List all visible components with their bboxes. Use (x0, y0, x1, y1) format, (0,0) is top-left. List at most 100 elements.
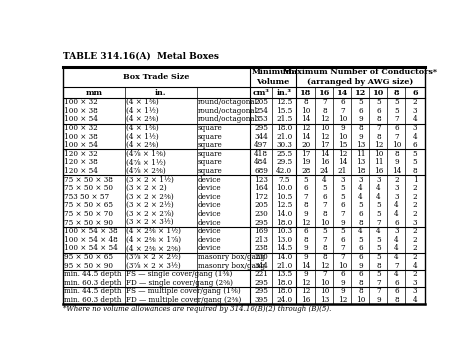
Text: TABLE 314.16(A)  Metal Boxes: TABLE 314.16(A) Metal Boxes (63, 51, 219, 60)
Text: 5: 5 (394, 107, 399, 115)
Text: (4 × 2⅜ × 1½): (4 × 2⅜ × 1½) (126, 227, 181, 235)
Text: 3: 3 (413, 124, 418, 132)
Text: 254: 254 (254, 107, 268, 115)
Text: device: device (198, 227, 222, 235)
Text: 8: 8 (376, 262, 381, 270)
Text: (4 × 1⅜): (4 × 1⅜) (126, 124, 159, 132)
Text: 2: 2 (394, 176, 399, 183)
Text: 10: 10 (338, 132, 347, 140)
Text: 13: 13 (356, 158, 365, 166)
Text: min. 44.5 depth: min. 44.5 depth (64, 288, 121, 295)
Text: 9: 9 (340, 219, 345, 227)
Text: Minimum
Volume: Minimum Volume (251, 68, 295, 85)
Text: 120 × 32: 120 × 32 (64, 150, 98, 158)
Text: 2: 2 (413, 236, 418, 244)
Text: 12: 12 (320, 115, 329, 123)
Text: device: device (198, 219, 222, 227)
Text: 18: 18 (300, 89, 311, 97)
Text: 12: 12 (301, 219, 310, 227)
Text: 8: 8 (322, 244, 327, 252)
Text: 75 × 50 × 65: 75 × 50 × 65 (64, 201, 113, 209)
Text: 6: 6 (358, 210, 363, 218)
Text: 221: 221 (254, 270, 268, 278)
Text: 75 × 50 × 70: 75 × 50 × 70 (64, 210, 113, 218)
Text: 3: 3 (358, 176, 363, 183)
Text: 100 × 54 × 54: 100 × 54 × 54 (64, 244, 118, 252)
Text: (3 × 2 × 2⅜): (3 × 2 × 2⅜) (126, 193, 174, 201)
Text: (3 × 2 × 2⅞): (3 × 2 × 2⅞) (126, 210, 174, 218)
Text: (4 × 2⅜): (4 × 2⅜) (126, 141, 159, 149)
Text: 123: 123 (254, 176, 268, 183)
Text: 16: 16 (320, 158, 329, 166)
Text: (4 × 1½): (4 × 1½) (126, 132, 159, 140)
Text: masonry box/gang: masonry box/gang (198, 262, 265, 270)
Text: (3 × 2 × 2): (3 × 2 × 2) (126, 184, 167, 192)
Text: 5: 5 (358, 201, 363, 209)
Text: 100 × 54: 100 × 54 (64, 115, 98, 123)
Text: Maximum Number of Conductors*
(arranged by AWG size): Maximum Number of Conductors* (arranged … (283, 68, 438, 85)
Text: 7: 7 (376, 219, 381, 227)
Text: 6: 6 (358, 244, 363, 252)
Text: 4: 4 (394, 210, 399, 218)
Text: 3: 3 (376, 176, 381, 183)
Text: 14: 14 (320, 150, 329, 158)
Text: 5: 5 (340, 193, 345, 201)
Text: 8: 8 (394, 89, 399, 97)
Text: 2: 2 (413, 253, 418, 261)
Text: 8: 8 (303, 201, 308, 209)
Text: 9: 9 (340, 288, 345, 295)
Text: 230: 230 (254, 210, 268, 218)
Text: device: device (198, 176, 222, 183)
Text: 5: 5 (376, 244, 381, 252)
Text: 100 × 54: 100 × 54 (64, 141, 98, 149)
Text: 75 × 50 × 50: 75 × 50 × 50 (64, 184, 113, 192)
Text: 16: 16 (301, 296, 310, 304)
Text: 5: 5 (376, 201, 381, 209)
Text: 7: 7 (394, 132, 399, 140)
Text: 205: 205 (254, 201, 268, 209)
Text: 13: 13 (356, 141, 365, 149)
Text: 2: 2 (413, 227, 418, 235)
Text: square: square (198, 141, 223, 149)
Text: 7: 7 (340, 253, 345, 261)
Text: 164: 164 (254, 184, 268, 192)
Text: 10: 10 (320, 219, 329, 227)
Text: 6: 6 (340, 201, 345, 209)
Text: 5: 5 (376, 210, 381, 218)
Text: 4: 4 (376, 227, 381, 235)
Text: 8: 8 (358, 219, 363, 227)
Text: 9: 9 (358, 132, 363, 140)
Text: 4: 4 (394, 270, 399, 278)
Text: 8: 8 (303, 236, 308, 244)
Text: 9: 9 (340, 279, 345, 287)
Text: mm: mm (85, 89, 102, 97)
Text: 7: 7 (394, 262, 399, 270)
Text: 13.0: 13.0 (276, 236, 292, 244)
Text: 4: 4 (376, 184, 381, 192)
Text: 12: 12 (338, 150, 347, 158)
Text: 8: 8 (358, 124, 363, 132)
Text: 10: 10 (373, 89, 384, 97)
Text: 7: 7 (376, 124, 381, 132)
Text: 4: 4 (358, 193, 363, 201)
Text: 1: 1 (413, 176, 418, 183)
Text: 20: 20 (301, 141, 310, 149)
Text: 18.0: 18.0 (276, 219, 292, 227)
Text: 6: 6 (394, 219, 399, 227)
Text: 295: 295 (254, 219, 268, 227)
Text: 7: 7 (376, 279, 381, 287)
Text: 17: 17 (301, 150, 310, 158)
Text: 6: 6 (340, 236, 345, 244)
Text: 4: 4 (394, 244, 399, 252)
Text: 100 × 54 × 38: 100 × 54 × 38 (64, 227, 118, 235)
Text: 10: 10 (392, 141, 401, 149)
Text: 5: 5 (322, 184, 327, 192)
Text: FS — multiple cover/gang (1⅜): FS — multiple cover/gang (1⅜) (126, 288, 241, 295)
Text: 5: 5 (376, 236, 381, 244)
Text: (3⅞ × 2 × 2½): (3⅞ × 2 × 2½) (126, 253, 181, 261)
Text: 6: 6 (394, 124, 399, 132)
Text: 295: 295 (254, 124, 268, 132)
Text: 19: 19 (301, 158, 310, 166)
Text: 17: 17 (320, 141, 329, 149)
Text: 18: 18 (356, 167, 365, 175)
